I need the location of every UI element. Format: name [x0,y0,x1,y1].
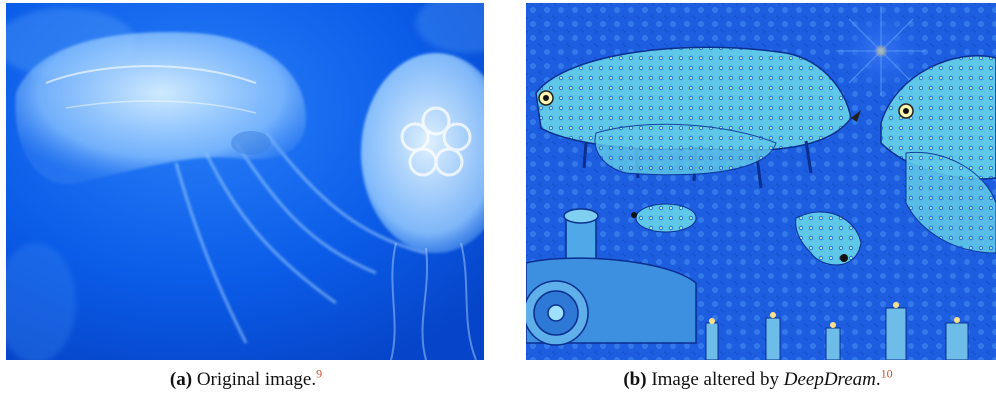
dream-machine [526,208,697,346]
deepdream-illustration [526,3,996,360]
panel-b-caption: (b) Image altered by DeepDream.10 [520,366,996,391]
panel-b-tag: (b) [623,369,647,390]
panel-b-caption-suffix: . [875,369,881,390]
deepdream-name: DeepDream [783,369,876,390]
original-jellyfish-image [6,3,484,360]
jellyfish-illustration [6,3,484,360]
deepdream-altered-image [526,3,996,360]
panel-a-caption-text: Original image. [196,369,317,390]
panel-b-caption-prefix: Image altered by [651,369,779,390]
panel-a-footnote-ref[interactable]: 9 [316,366,323,381]
dream-creature-right [880,55,996,254]
panel-a-tag: (a) [169,369,193,390]
panel-b-footnote-ref[interactable]: 10 [880,366,893,381]
panel-a-caption: (a) Original image.9 [0,366,492,391]
